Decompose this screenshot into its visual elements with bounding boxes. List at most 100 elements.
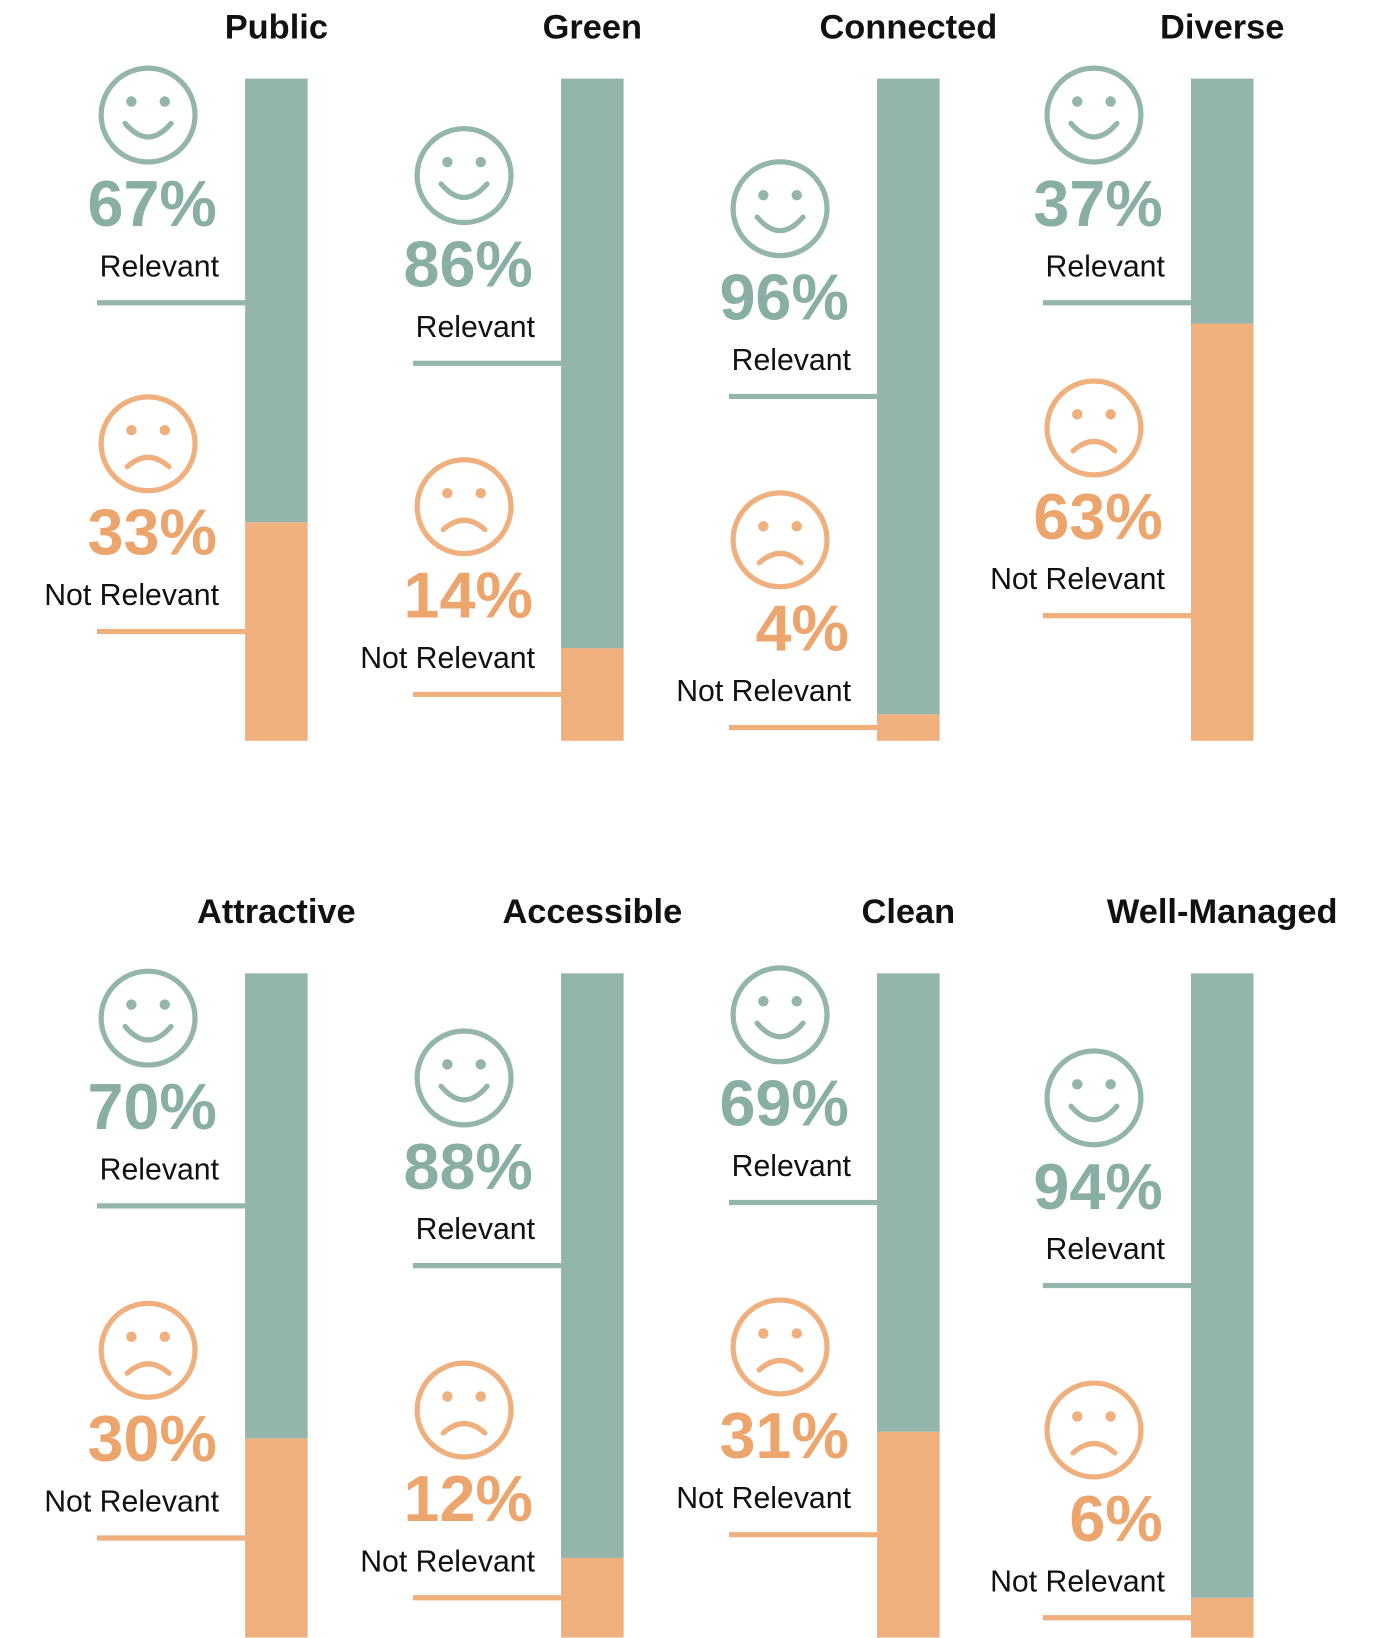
series-label: Relevant — [100, 1153, 220, 1186]
chart-title: Public — [225, 9, 328, 47]
value-label: 63% — [1033, 480, 1162, 553]
eye — [475, 1059, 486, 1070]
eye — [126, 1331, 137, 1342]
eye — [159, 1331, 170, 1342]
bar-segment — [1190, 323, 1254, 741]
bar-segment — [245, 1438, 308, 1638]
frown-icon — [1044, 1380, 1144, 1480]
chart-title: Green — [543, 9, 642, 47]
face-outline — [730, 965, 830, 1065]
smiley-icon — [1044, 65, 1144, 165]
face-outline — [730, 1297, 830, 1397]
face-outline — [98, 1300, 198, 1400]
face-outline — [98, 65, 198, 165]
series-label: Relevant — [1046, 250, 1166, 283]
face-outline — [414, 1360, 514, 1460]
mouth — [124, 1361, 172, 1376]
eye — [126, 425, 137, 436]
mouth — [440, 517, 488, 533]
bar-segment — [877, 78, 940, 715]
eye — [159, 96, 170, 107]
mouth — [756, 550, 804, 566]
series-label: Not Relevant — [990, 1565, 1165, 1598]
face-outline — [414, 1028, 514, 1128]
face-outline — [1044, 65, 1144, 165]
frown-icon — [730, 490, 830, 590]
eye — [1105, 1079, 1116, 1090]
eye — [1105, 1411, 1116, 1422]
series-label: Relevant — [1046, 1233, 1166, 1266]
mouth — [1068, 1103, 1120, 1123]
bar-segment — [561, 973, 624, 1558]
face-outline — [414, 457, 514, 557]
eye — [442, 487, 453, 499]
face-outline — [414, 126, 514, 226]
value-label: 14% — [404, 559, 533, 632]
eye — [442, 1059, 453, 1070]
mouth — [124, 454, 172, 470]
eye — [442, 1391, 453, 1402]
bar-segment — [245, 78, 308, 523]
value-label: 69% — [719, 1067, 848, 1140]
smiley-icon — [98, 65, 198, 165]
bar-segment — [1190, 973, 1254, 1598]
chart-title: Connected — [819, 9, 997, 47]
eye — [126, 999, 137, 1010]
eye — [1105, 409, 1116, 420]
eye — [475, 156, 486, 168]
mouth — [754, 1020, 806, 1040]
value-label: 70% — [88, 1070, 217, 1143]
value-label: 12% — [404, 1462, 533, 1535]
face-outline — [1044, 1048, 1144, 1148]
value-label: 4% — [755, 592, 848, 665]
mouth — [440, 1421, 488, 1436]
chart-title: Accessible — [502, 893, 682, 931]
chart-title: Diverse — [1160, 9, 1284, 47]
value-label: 33% — [88, 496, 217, 569]
eye — [791, 996, 802, 1007]
eye — [758, 996, 769, 1007]
frown-icon — [414, 1360, 514, 1460]
mouth — [438, 181, 490, 201]
smiley-icon — [98, 968, 198, 1068]
eye — [475, 1391, 486, 1402]
value-label: 31% — [719, 1399, 848, 1472]
eye — [159, 425, 170, 436]
frown-icon — [1044, 378, 1144, 478]
mouth — [1070, 1440, 1118, 1456]
mouth — [438, 1083, 490, 1103]
bar-segment — [877, 714, 940, 741]
face-outline — [1044, 1380, 1144, 1480]
eye — [159, 999, 170, 1010]
smiley-icon — [414, 1028, 514, 1128]
face-outline — [730, 490, 830, 590]
smiley-icon — [1044, 1048, 1144, 1148]
smiley-icon — [730, 159, 830, 259]
eye — [1105, 96, 1116, 107]
mouth — [1070, 438, 1118, 454]
bar-segment — [561, 78, 624, 649]
eye — [442, 156, 453, 168]
mouth — [122, 1023, 174, 1043]
eye — [791, 1328, 802, 1339]
value-label: 6% — [1069, 1482, 1162, 1555]
series-label: Not Relevant — [44, 579, 219, 612]
eye — [758, 1328, 769, 1339]
series-label: Relevant — [732, 344, 852, 377]
eye — [1072, 96, 1083, 107]
frown-icon — [98, 1300, 198, 1400]
chart-title: Well-Managed — [1107, 893, 1338, 931]
face-outline — [98, 968, 198, 1068]
frown-icon — [730, 1297, 830, 1397]
bar-segment — [1190, 1597, 1254, 1638]
smiley-icon — [414, 126, 514, 226]
frown-icon — [98, 394, 198, 494]
bar-segment — [877, 1431, 940, 1638]
bar-segment — [1190, 78, 1254, 324]
mouth — [122, 120, 174, 140]
bar-segment — [561, 1557, 624, 1638]
series-label: Not Relevant — [44, 1486, 219, 1519]
bar-segment — [561, 648, 624, 741]
